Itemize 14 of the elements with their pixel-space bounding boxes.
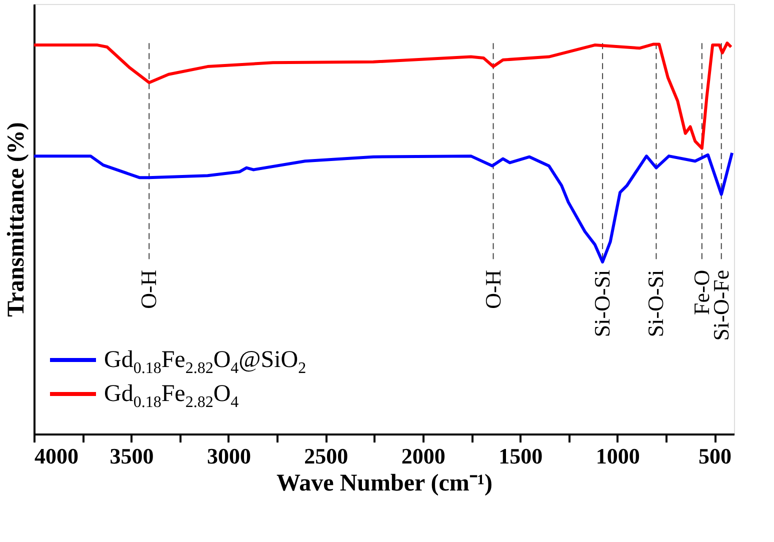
x-tick-label: 2000 — [401, 444, 446, 468]
y-axis-title: Transmittance (%) — [4, 122, 30, 317]
x-tick-label: 500 — [698, 444, 732, 468]
ref-line-label: Si-O-Si — [590, 270, 615, 338]
x-tick-label: 2500 — [304, 444, 348, 468]
x-tick-label: 3000 — [206, 444, 251, 468]
ref-line-label: O-H — [136, 270, 162, 309]
x-axis-title: Wave Number (cm⁻¹) — [276, 470, 493, 496]
x-tick-label: 1500 — [498, 444, 543, 468]
ref-line-label: O-H — [480, 270, 506, 309]
ref-line-label: Si-O-Si — [643, 270, 668, 338]
x-tick-label: 1000 — [596, 444, 640, 468]
x-tick-label: 4000 — [34, 444, 78, 468]
x-tick-label: 3500 — [110, 444, 154, 468]
